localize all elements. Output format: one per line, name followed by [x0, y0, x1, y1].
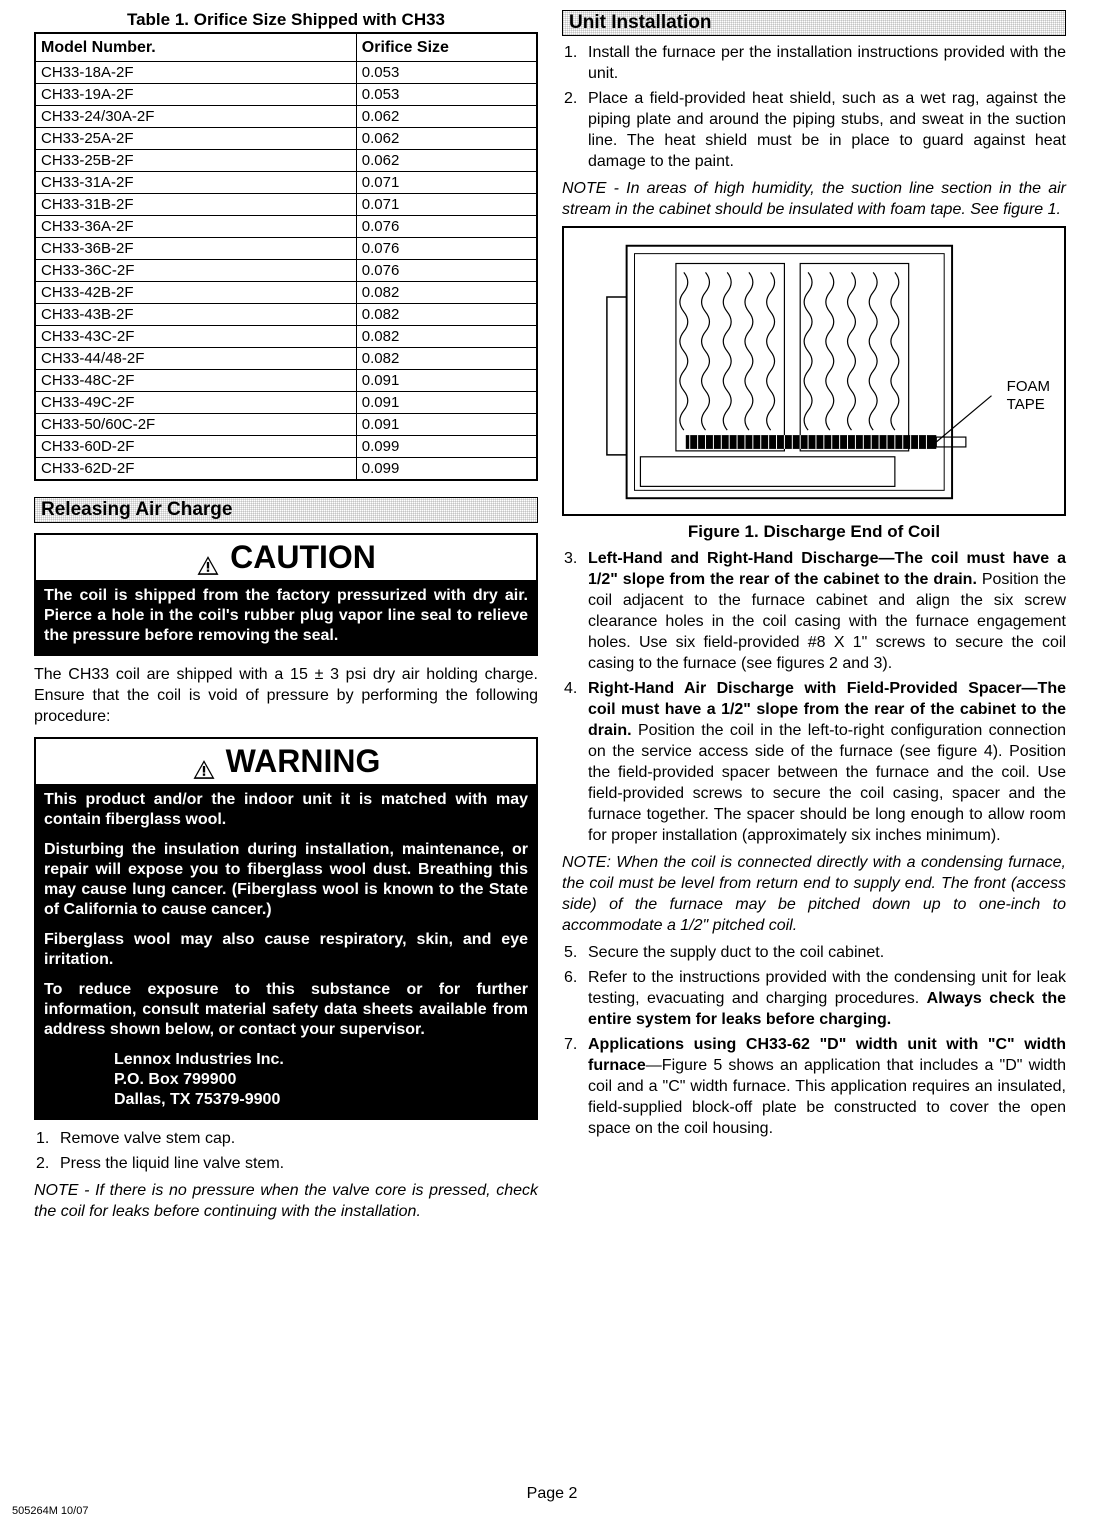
- table-row: CH33-19A-2F0.053: [35, 84, 537, 106]
- note-condensing-furnace: NOTE: When the coil is connected directl…: [562, 852, 1066, 936]
- note-humidity: NOTE - In areas of high humidity, the su…: [562, 178, 1066, 220]
- table-row: CH33-50/60C-2F0.091: [35, 414, 537, 436]
- step-remove-cap: Remove valve stem cap.: [34, 1128, 538, 1149]
- table-title: Table 1. Orifice Size Shipped with CH33: [34, 10, 538, 30]
- table-row: CH33-60D-2F0.099: [35, 436, 537, 458]
- step-secure-duct: Secure the supply duct to the coil cabin…: [562, 942, 1066, 963]
- install-steps-34: Left-Hand and Right-Hand Discharge—The c…: [562, 548, 1066, 846]
- table-row: CH33-18A-2F0.053: [35, 62, 537, 84]
- table-row: CH33-36C-2F0.076: [35, 260, 537, 282]
- section-releasing-air: Releasing Air Charge: [34, 497, 538, 523]
- warning-head: WARNING: [36, 739, 536, 784]
- step-heat-shield: Place a field-provided heat shield, such…: [562, 88, 1066, 172]
- orifice-table: Model Number. Orifice Size CH33-18A-2F0.…: [34, 32, 538, 481]
- table-row: CH33-43C-2F0.082: [35, 326, 537, 348]
- install-steps-12: Install the furnace per the installation…: [562, 42, 1066, 172]
- warning-box: WARNING This product and/or the indoor u…: [34, 737, 538, 1120]
- step-rh-spacer: Right-Hand Air Discharge with Field-Prov…: [562, 678, 1066, 846]
- release-steps: Remove valve stem cap. Press the liquid …: [34, 1128, 538, 1174]
- section-unit-install: Unit Installation: [562, 10, 1066, 36]
- table-row: CH33-49C-2F0.091: [35, 392, 537, 414]
- table-row: CH33-25A-2F0.062: [35, 128, 537, 150]
- th-model: Model Number.: [35, 33, 356, 62]
- step-lh-rh-discharge: Left-Hand and Right-Hand Discharge—The c…: [562, 548, 1066, 674]
- warning-triangle-icon: [196, 547, 220, 568]
- lennox-address: Lennox Industries Inc. P.O. Box 799900 D…: [114, 1050, 528, 1110]
- caution-head: CAUTION: [36, 535, 536, 580]
- para-holding-charge: The CH33 coil are shipped with a 15 ± 3 …: [34, 664, 538, 727]
- table-row: CH33-42B-2F0.082: [35, 282, 537, 304]
- th-size: Orifice Size: [356, 33, 537, 62]
- figure-1-caption: Figure 1. Discharge End of Coil: [562, 522, 1066, 542]
- caution-body: The coil is shipped from the factory pre…: [36, 580, 536, 654]
- table-row: CH33-24/30A-2F0.062: [35, 106, 537, 128]
- warning-triangle-icon: [192, 751, 216, 772]
- table-row: CH33-25B-2F0.062: [35, 150, 537, 172]
- table-row: CH33-44/48-2F0.082: [35, 348, 537, 370]
- install-steps-567: Secure the supply duct to the coil cabin…: [562, 942, 1066, 1139]
- caution-box: CAUTION The coil is shipped from the fac…: [34, 533, 538, 656]
- table-row: CH33-31A-2F0.071: [35, 172, 537, 194]
- step-leak-test: Refer to the instructions provided with …: [562, 967, 1066, 1030]
- table-row: CH33-62D-2F0.099: [35, 458, 537, 481]
- note-valve-pressure: NOTE - If there is no pressure when the …: [34, 1180, 538, 1222]
- foam-tape-label: FOAMTAPE: [1007, 378, 1050, 414]
- warning-body: This product and/or the indoor unit it i…: [36, 784, 536, 1118]
- step-press-stem: Press the liquid line valve stem.: [34, 1153, 538, 1174]
- step-install-furnace: Install the furnace per the installation…: [562, 42, 1066, 84]
- table-row: CH33-36B-2F0.076: [35, 238, 537, 260]
- table-row: CH33-48C-2F0.091: [35, 370, 537, 392]
- table-row: CH33-31B-2F0.071: [35, 194, 537, 216]
- step-d-width-unit: Applications using CH33-62 "D" width uni…: [562, 1034, 1066, 1139]
- doc-number: 505264M 10/07: [12, 1505, 88, 1517]
- figure-1: FOAMTAPE: [562, 226, 1066, 516]
- table-row: CH33-36A-2F0.076: [35, 216, 537, 238]
- table-row: CH33-43B-2F0.082: [35, 304, 537, 326]
- page-number: Page 2: [0, 1485, 1104, 1503]
